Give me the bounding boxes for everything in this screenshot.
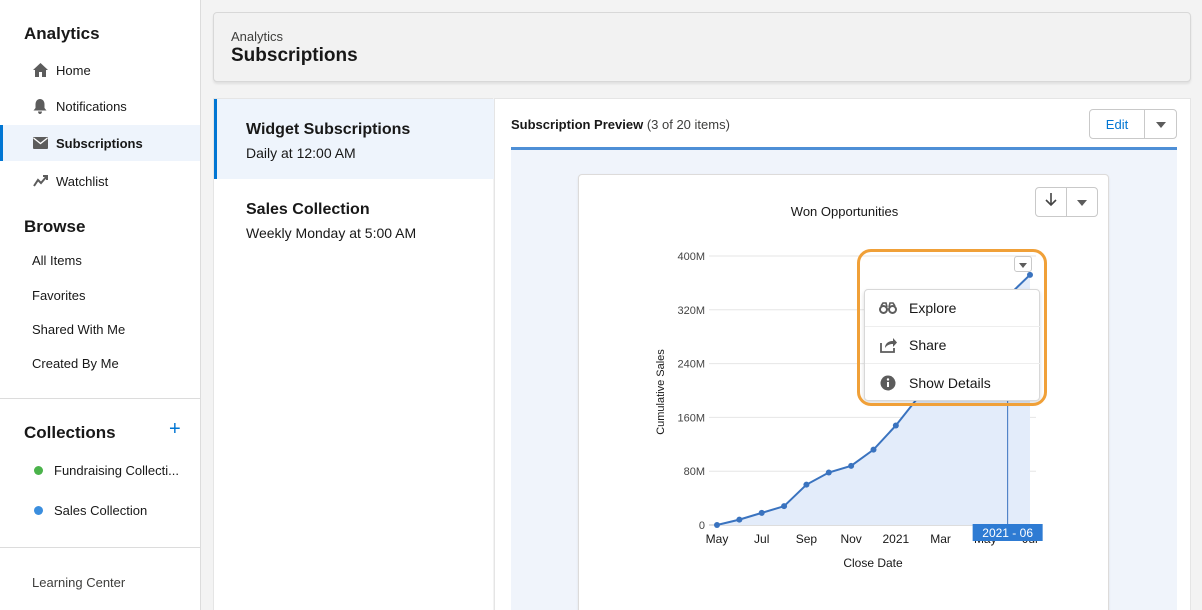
- subscription-preview: Subscription Preview (3 of 20 items) Edi…: [494, 98, 1191, 610]
- browse-all-items[interactable]: All Items: [32, 253, 82, 268]
- collections-heading: Collections: [24, 423, 116, 442]
- point-context-menu: Explore Share Show Details: [864, 289, 1041, 401]
- list-item-sales-collection[interactable]: Sales Collection Weekly Monday at 5:00 A…: [214, 179, 494, 259]
- list-item-schedule: Daily at 12:00 AM: [246, 145, 356, 161]
- home-icon: [32, 62, 48, 78]
- preview-menu-button[interactable]: [1144, 109, 1177, 139]
- browse-created-by-me[interactable]: Created By Me: [32, 356, 119, 371]
- list-item-title: Sales Collection: [246, 201, 370, 218]
- collection-color-dot: [34, 505, 43, 515]
- binoculars-icon: [878, 302, 898, 314]
- edit-button[interactable]: Edit: [1089, 109, 1145, 139]
- card-menu-button[interactable]: [1066, 187, 1098, 217]
- app-title: Analytics: [24, 24, 100, 43]
- nav-subscriptions-label: Subscriptions: [56, 135, 143, 151]
- menu-item-explore[interactable]: Explore: [865, 290, 1041, 327]
- list-item-widget-subscriptions[interactable]: Widget Subscriptions Daily at 12:00 AM: [214, 99, 494, 179]
- menu-item-label: Share: [909, 337, 947, 353]
- menu-item-label: Show Details: [909, 374, 991, 391]
- nav-subscriptions[interactable]: Subscriptions: [0, 125, 200, 161]
- collection-fundraising[interactable]: Fundraising Collecti...: [0, 452, 200, 488]
- nav-home[interactable]: Home: [0, 52, 200, 88]
- preview-body: Won Opportunities: [511, 147, 1177, 610]
- browse-heading: Browse: [24, 217, 86, 236]
- chart-title: Won Opportunities: [790, 204, 899, 219]
- point-menu-button[interactable]: [1014, 256, 1032, 272]
- menu-item-share[interactable]: Share: [865, 327, 1041, 364]
- nav-watchlist[interactable]: Watchlist: [0, 163, 200, 199]
- header-app-label: Analytics: [231, 29, 284, 44]
- menu-item-label: Explore: [909, 300, 957, 316]
- nav-notifications-label: Notifications: [56, 98, 127, 114]
- sidebar: Analytics Home Notifications Subscriptio…: [0, 0, 201, 610]
- divider: [0, 398, 200, 399]
- browse-favorites[interactable]: Favorites: [32, 288, 86, 303]
- preview-title: Subscription Preview (3 of 20 items): [511, 117, 730, 132]
- chevron-down-icon: [1019, 255, 1027, 273]
- trend-icon: [32, 173, 48, 189]
- collection-sales[interactable]: Sales Collection: [0, 492, 200, 528]
- list-item-schedule: Weekly Monday at 5:00 AM: [246, 225, 417, 241]
- collection-color-dot: [34, 465, 43, 475]
- nav-watchlist-label: Watchlist: [56, 173, 109, 189]
- list-item-title: Widget Subscriptions: [246, 121, 411, 138]
- info-icon: [878, 375, 898, 391]
- chevron-down-icon: [1155, 115, 1166, 133]
- preview-count: (3 of 20 items): [646, 117, 730, 132]
- subscription-list: Widget Subscriptions Daily at 12:00 AM S…: [213, 98, 494, 610]
- preview-title-text: Subscription Preview: [511, 117, 644, 132]
- nav-home-label: Home: [56, 62, 91, 78]
- bell-icon: [32, 98, 48, 114]
- nav-notifications[interactable]: Notifications: [0, 88, 200, 124]
- share-icon: [878, 337, 898, 353]
- arrow-down-icon: [1045, 192, 1057, 212]
- browse-shared-with-me[interactable]: Shared With Me: [32, 322, 126, 337]
- learning-center-link[interactable]: Learning Center: [32, 575, 126, 590]
- menu-item-show-details[interactable]: Show Details: [865, 364, 1041, 401]
- page-title: Subscriptions: [231, 45, 358, 66]
- page-header: Analytics Subscriptions: [213, 12, 1191, 82]
- add-collection-button[interactable]: +: [169, 418, 181, 440]
- collection-label: Fundraising Collecti...: [54, 462, 179, 478]
- envelope-icon: [32, 135, 48, 151]
- chevron-down-icon: [1077, 193, 1087, 211]
- collection-label: Sales Collection: [54, 502, 148, 518]
- divider: [0, 547, 200, 548]
- download-button[interactable]: [1035, 187, 1067, 217]
